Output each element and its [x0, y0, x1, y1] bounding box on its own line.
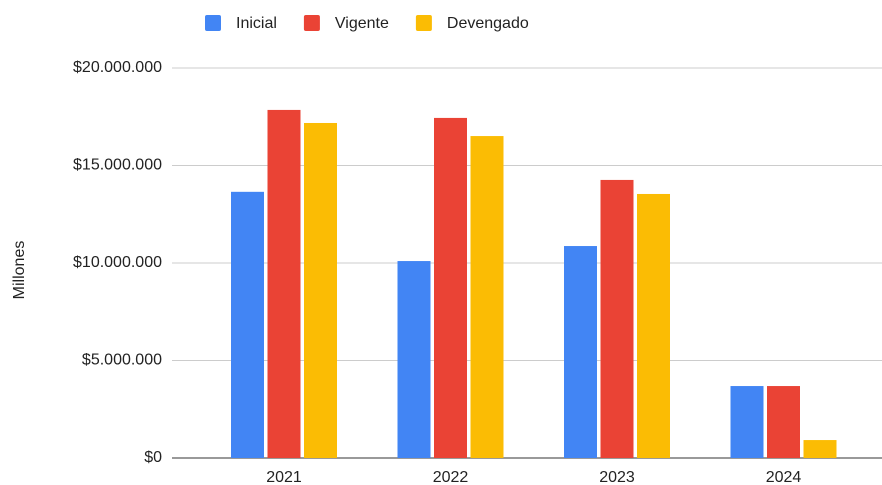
bar — [397, 261, 431, 458]
y-tick-label: $20.000.000 — [73, 59, 162, 76]
y-tick-label: $5.000.000 — [82, 352, 162, 369]
y-tick-label: $10.000.000 — [73, 254, 162, 271]
legend-swatch — [205, 15, 221, 31]
bar — [767, 386, 800, 458]
y-tick-label: $0 — [144, 449, 162, 466]
legend-label: Devengado — [447, 15, 529, 32]
bar — [304, 122, 337, 459]
legend-label: Vigente — [335, 15, 389, 32]
legend-swatch — [415, 15, 432, 31]
x-tick-label: 2023 — [599, 469, 635, 485]
bar — [600, 179, 634, 458]
legend-swatch — [303, 15, 320, 31]
bar — [434, 117, 467, 459]
y-tick-label: $15.000.000 — [73, 157, 162, 174]
x-tick-label: 2021 — [266, 469, 302, 485]
bar — [803, 440, 837, 458]
bar — [637, 193, 670, 458]
x-tick-label: 2022 — [433, 469, 469, 485]
bar — [730, 386, 764, 458]
y-axis-label: Millones — [11, 241, 28, 300]
legend-label: Inicial — [236, 15, 277, 32]
bar — [564, 246, 597, 458]
bar — [231, 191, 264, 458]
x-tick-label: 2024 — [766, 469, 802, 485]
bar — [267, 109, 301, 459]
bar — [470, 136, 504, 458]
